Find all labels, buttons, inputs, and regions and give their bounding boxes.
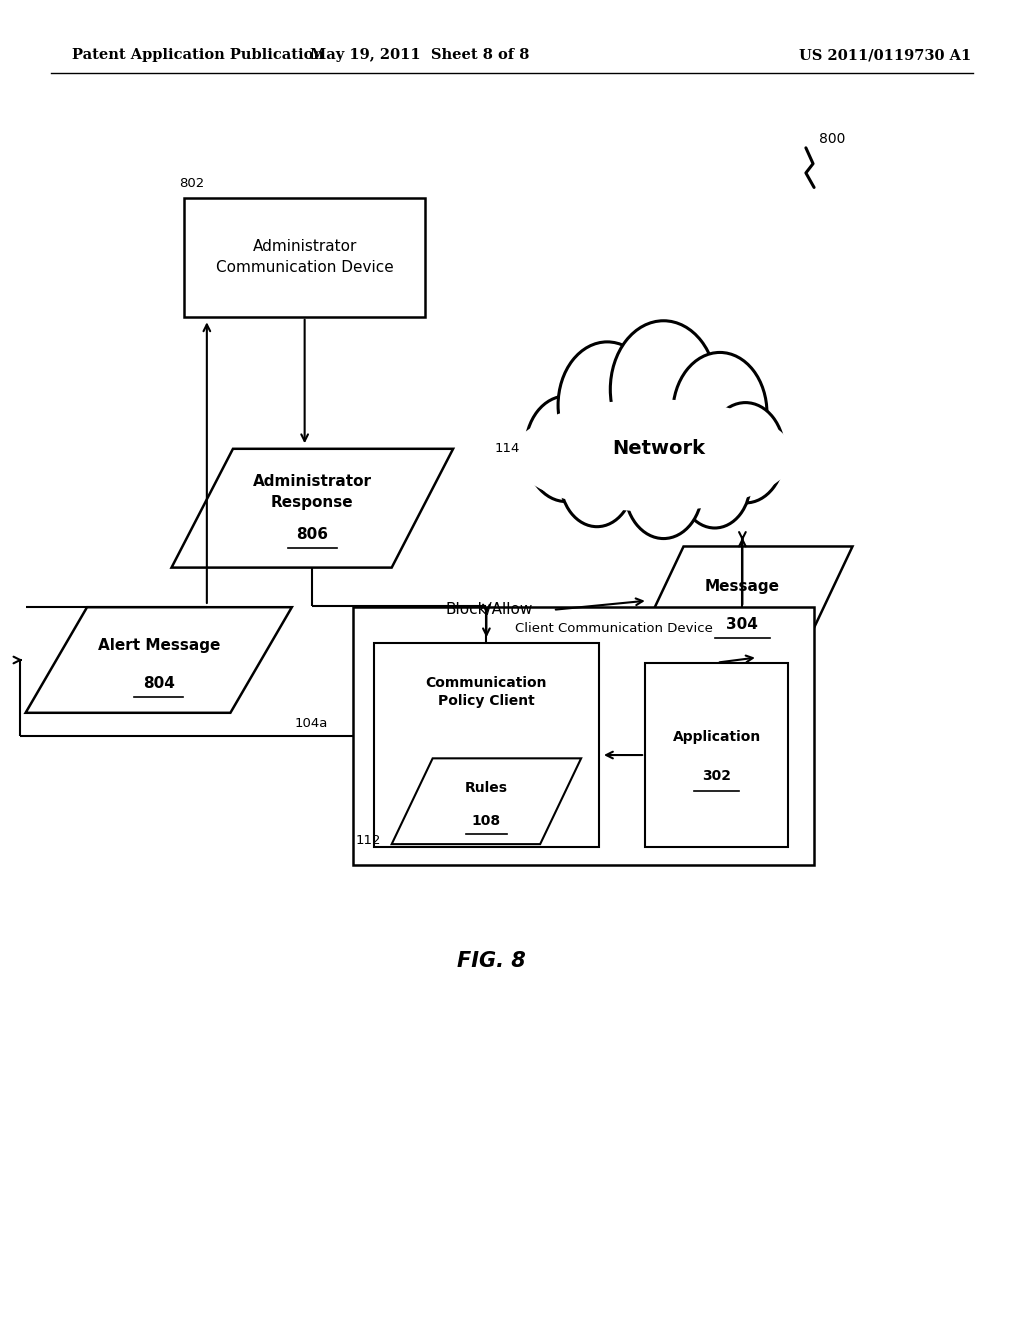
Text: 800: 800 bbox=[819, 132, 846, 145]
Text: 806: 806 bbox=[296, 527, 329, 543]
Circle shape bbox=[525, 396, 607, 502]
Circle shape bbox=[707, 403, 784, 503]
Text: 302: 302 bbox=[702, 770, 731, 783]
Text: 104a: 104a bbox=[294, 717, 328, 730]
Text: Rules: Rules bbox=[465, 781, 508, 795]
Polygon shape bbox=[172, 449, 453, 568]
Ellipse shape bbox=[500, 383, 807, 528]
Circle shape bbox=[679, 436, 751, 528]
Text: Message: Message bbox=[705, 578, 780, 594]
Polygon shape bbox=[26, 607, 292, 713]
Bar bbox=[353, 607, 814, 865]
Circle shape bbox=[673, 352, 767, 474]
Text: Administrator
Communication Device: Administrator Communication Device bbox=[216, 239, 393, 276]
Text: Client Communication Device: Client Communication Device bbox=[515, 622, 714, 635]
Circle shape bbox=[625, 438, 702, 539]
Text: Network: Network bbox=[612, 440, 705, 458]
Text: 804: 804 bbox=[142, 676, 175, 692]
Text: US 2011/0119730 A1: US 2011/0119730 A1 bbox=[799, 49, 971, 62]
Ellipse shape bbox=[512, 399, 795, 511]
Bar bbox=[184, 198, 425, 317]
Text: Application: Application bbox=[673, 730, 761, 743]
Bar bbox=[645, 663, 788, 847]
Text: 304: 304 bbox=[726, 616, 759, 632]
Text: Block/Allow: Block/Allow bbox=[445, 602, 532, 618]
Bar bbox=[374, 643, 599, 847]
Text: Alert Message: Alert Message bbox=[97, 638, 220, 653]
Text: Administrator
Response: Administrator Response bbox=[253, 474, 372, 511]
Text: FIG. 8: FIG. 8 bbox=[457, 950, 526, 972]
Polygon shape bbox=[632, 546, 852, 655]
Text: May 19, 2011  Sheet 8 of 8: May 19, 2011 Sheet 8 of 8 bbox=[310, 49, 529, 62]
Text: Patent Application Publication: Patent Application Publication bbox=[72, 49, 324, 62]
Text: 802: 802 bbox=[179, 177, 205, 190]
Circle shape bbox=[560, 432, 634, 527]
Circle shape bbox=[558, 342, 656, 469]
Polygon shape bbox=[391, 758, 582, 845]
Text: 114: 114 bbox=[495, 442, 520, 455]
Text: Communication
Policy Client: Communication Policy Client bbox=[426, 676, 547, 709]
Text: 108: 108 bbox=[472, 814, 501, 828]
Circle shape bbox=[610, 321, 717, 458]
Text: 112: 112 bbox=[356, 834, 381, 847]
